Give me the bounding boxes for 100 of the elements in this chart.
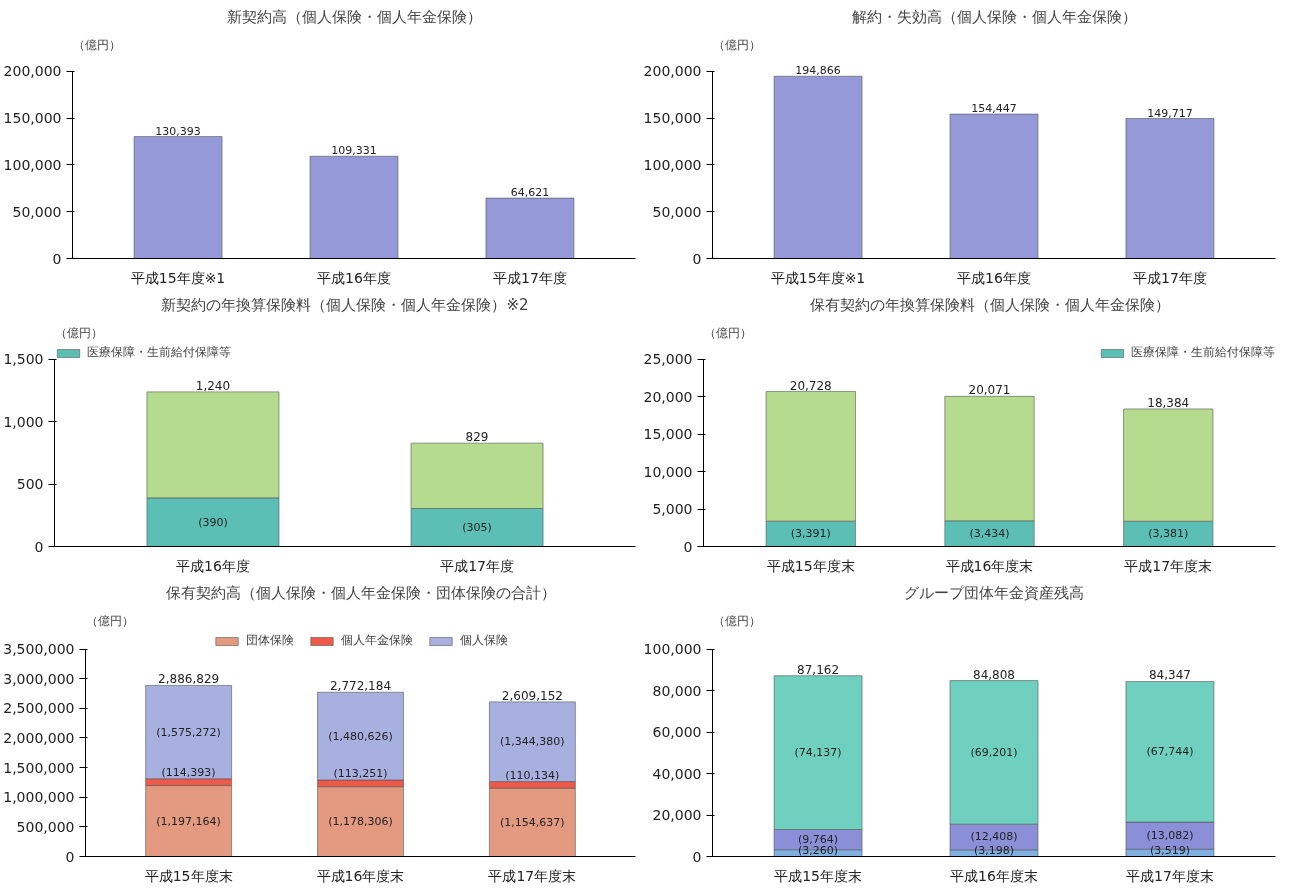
bar	[485, 197, 575, 259]
data-label: (113,251)	[333, 766, 388, 780]
y-axis-title: （億円）	[703, 325, 752, 340]
data-label: 194,866	[795, 64, 841, 78]
total-label: 87,162	[797, 662, 840, 677]
y-tick-label: 1,500,000	[3, 759, 75, 776]
y-tick-label: 0	[34, 538, 44, 555]
y-tick-label: 150,000	[3, 110, 62, 127]
total-label: 2,609,152	[501, 688, 563, 703]
y-tick-label: 0	[692, 848, 702, 865]
y-axis-title: （億円）	[54, 325, 103, 340]
x-tick-label: 平成17年度	[493, 269, 567, 286]
y-tick-label: 2,000,000	[3, 729, 75, 746]
data-label: (1,344,380)	[500, 735, 565, 749]
y-tick-label: 0	[52, 250, 62, 267]
y-tick-label: 2,500,000	[3, 700, 75, 717]
data-label: (110,134)	[505, 768, 560, 782]
y-tick-label: 1,000,000	[3, 789, 75, 806]
x-tick-label: 平成15年度※1	[770, 269, 866, 286]
data-label: (74,137)	[794, 746, 842, 760]
y-tick-label: 100,000	[643, 641, 702, 658]
bar	[773, 75, 863, 259]
y-tick-label: 200,000	[643, 63, 702, 80]
total-label: 18,384	[1147, 396, 1190, 411]
total-label: 20,071	[968, 383, 1011, 398]
bar	[309, 155, 399, 259]
chart-title: 新契約高（個人保険・個人年金保険）	[226, 7, 482, 26]
data-label: 154,447	[971, 102, 1017, 116]
y-tick-label: 1,000	[3, 413, 44, 430]
legend-label: 医療保障・生前給付保障等	[1131, 344, 1275, 361]
x-tick-label: 平成15年度末	[144, 867, 233, 884]
data-label: 109,331	[331, 144, 377, 158]
legend-label: 個人年金保険	[340, 632, 413, 649]
total-label: 2,772,184	[329, 679, 392, 694]
x-tick-label: 平成15年度末	[774, 867, 862, 884]
data-label: (1,154,637)	[500, 815, 565, 829]
y-tick-label: 10,000	[643, 463, 693, 480]
x-tick-label: 平成16年度末	[945, 557, 1034, 574]
x-tick-label: 平成17年度末	[1126, 867, 1214, 884]
data-label: (67,744)	[1146, 745, 1194, 759]
x-tick-label: 平成17年度	[1133, 269, 1207, 286]
bar	[949, 113, 1039, 259]
legend-label: 個人保険	[459, 632, 508, 649]
total-label: 1,240	[195, 379, 231, 394]
y-tick-label: 20,000	[643, 388, 693, 405]
y-tick-label: 40,000	[652, 765, 702, 782]
y-axis-title: （億円）	[72, 37, 121, 52]
y-tick-label: 0	[683, 538, 693, 555]
x-tick-label: 平成15年度※1	[130, 269, 226, 286]
x-tick-label: 平成15年度末	[766, 557, 855, 574]
legend-label: 医療保障・生前給付保障等	[87, 344, 231, 361]
total-label: 2,886,829	[158, 672, 220, 687]
y-axis-title: （億円）	[712, 37, 761, 52]
data-label: (3,519)	[1149, 843, 1190, 857]
y-tick-label: 50,000	[12, 203, 62, 220]
data-label: (3,198)	[973, 843, 1015, 857]
y-tick-label: 5,000	[652, 501, 693, 518]
data-label: (390)	[198, 515, 228, 529]
legend-label: 団体保険	[245, 632, 294, 649]
chart-title: 保有契約高（個人保険・個人年金保険・団体保険の合計）	[165, 583, 556, 602]
y-tick-label: 100,000	[3, 156, 62, 173]
x-tick-label: 平成17年度末	[1124, 557, 1213, 574]
data-label: (305)	[462, 520, 492, 534]
y-tick-label: 15,000	[643, 426, 693, 443]
data-label: (1,197,164)	[156, 814, 221, 828]
y-tick-label: 1,500	[3, 351, 44, 368]
data-label: 130,393	[155, 124, 201, 138]
y-tick-label: 500	[16, 476, 44, 493]
y-tick-label: 3,000,000	[3, 670, 75, 687]
x-tick-label: 平成17年度	[440, 557, 514, 574]
total-label: 84,808	[973, 667, 1016, 682]
x-tick-label: 平成16年度	[317, 269, 391, 286]
y-tick-label: 0	[65, 848, 75, 865]
x-tick-label: 平成16年度末	[950, 867, 1038, 884]
y-tick-label: 500,000	[16, 818, 75, 835]
x-tick-label: 平成16年度末	[316, 867, 405, 884]
chart-title: 新契約の年換算保険料（個人保険・個人年金保険）※2	[161, 295, 529, 314]
total-label: 20,728	[789, 378, 832, 393]
y-tick-label: 80,000	[652, 682, 702, 699]
x-tick-label: 平成17年度末	[488, 867, 577, 884]
y-tick-label: 200,000	[3, 63, 62, 80]
bar	[133, 136, 223, 259]
y-tick-label: 25,000	[643, 351, 693, 368]
y-tick-label: 20,000	[652, 807, 702, 824]
data-label: (3,391)	[790, 527, 831, 541]
data-label: (3,381)	[1148, 527, 1189, 541]
y-tick-label: 0	[692, 250, 702, 267]
chart-title: グループ団体年金資産残高	[904, 583, 1084, 602]
data-label: 149,717	[1147, 106, 1193, 120]
y-tick-label: 50,000	[652, 203, 702, 220]
data-label: (3,434)	[969, 527, 1010, 541]
x-tick-label: 平成16年度	[957, 269, 1031, 286]
data-label: (1,480,626)	[328, 729, 393, 743]
total-label: 84,347	[1148, 668, 1191, 683]
chart-title: 解約・失効高（個人保険・個人年金保険）	[851, 7, 1137, 26]
data-label: (13,082)	[1146, 829, 1194, 843]
data-label: (114,393)	[161, 765, 216, 779]
y-axis-title: （億円）	[712, 613, 761, 628]
x-tick-label: 平成16年度	[176, 557, 250, 574]
data-label: (69,201)	[970, 745, 1018, 759]
